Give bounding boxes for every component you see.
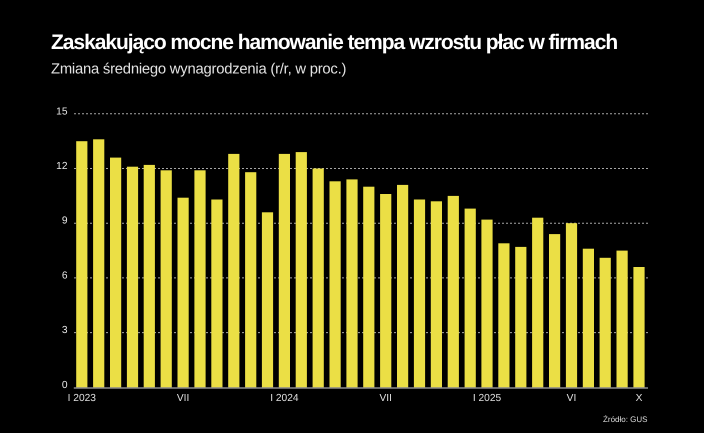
svg-text:I 2023: I 2023 (68, 393, 97, 404)
svg-text:I 2025: I 2025 (473, 393, 502, 404)
svg-text:3: 3 (62, 325, 68, 336)
svg-text:Źródło: GUS: Źródło: GUS (603, 415, 647, 424)
svg-text:I 2024: I 2024 (270, 393, 299, 404)
svg-text:VII: VII (177, 393, 189, 404)
svg-text:Zaskakująco mocne hamowanie te: Zaskakująco mocne hamowanie tempa wzrost… (51, 31, 617, 54)
svg-text:12: 12 (56, 161, 68, 172)
svg-text:VI: VI (567, 393, 577, 404)
svg-text:9: 9 (62, 216, 68, 227)
svg-text:VII: VII (379, 393, 391, 404)
svg-text:15: 15 (56, 106, 68, 117)
svg-text:Zmiana średniego wynagrodzenia: Zmiana średniego wynagrodzenia (r/r, w p… (51, 62, 347, 78)
svg-text:X: X (636, 393, 643, 404)
svg-text:0: 0 (62, 380, 68, 391)
svg-text:6: 6 (62, 270, 68, 281)
